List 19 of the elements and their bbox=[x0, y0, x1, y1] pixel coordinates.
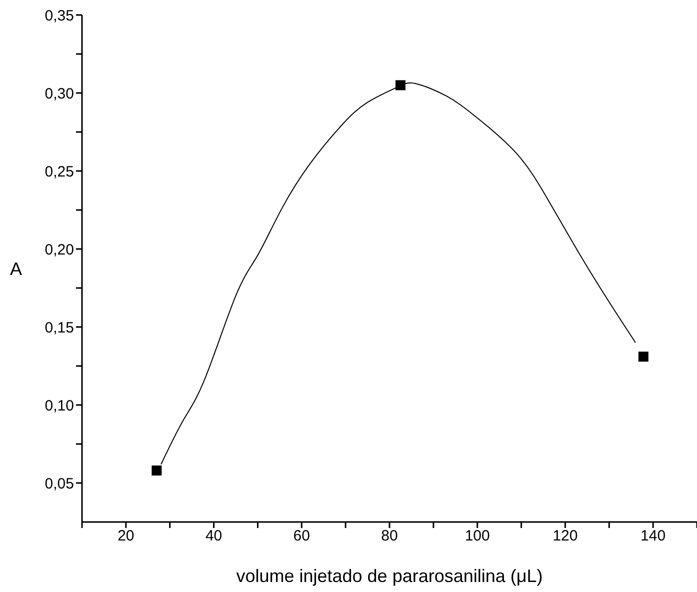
y-tick-label: 0,20 bbox=[44, 241, 74, 258]
y-tick-label: 0,10 bbox=[44, 397, 74, 414]
x-tick-label: 120 bbox=[552, 528, 578, 545]
y-tick-label: 0,25 bbox=[44, 163, 74, 180]
y-tick-label: 0,35 bbox=[44, 7, 74, 24]
x-tick-label: 140 bbox=[640, 528, 666, 545]
point bbox=[152, 466, 162, 476]
x-axis-title: volume injetado de pararosanilina (μL) bbox=[236, 566, 543, 586]
x-tick-label: 20 bbox=[118, 528, 134, 545]
y-tick-label: 0,05 bbox=[44, 475, 74, 492]
point bbox=[395, 80, 406, 90]
y-tick-label: 0,15 bbox=[44, 319, 74, 336]
x-tick-label: 40 bbox=[205, 528, 222, 545]
point bbox=[638, 352, 648, 362]
y-tick-label: 0,30 bbox=[44, 85, 74, 102]
x-tick-label: 60 bbox=[293, 528, 310, 545]
x-tick-label: 80 bbox=[381, 528, 398, 545]
y-axis-title: A bbox=[10, 258, 22, 279]
x-tick-label: 100 bbox=[464, 528, 490, 545]
